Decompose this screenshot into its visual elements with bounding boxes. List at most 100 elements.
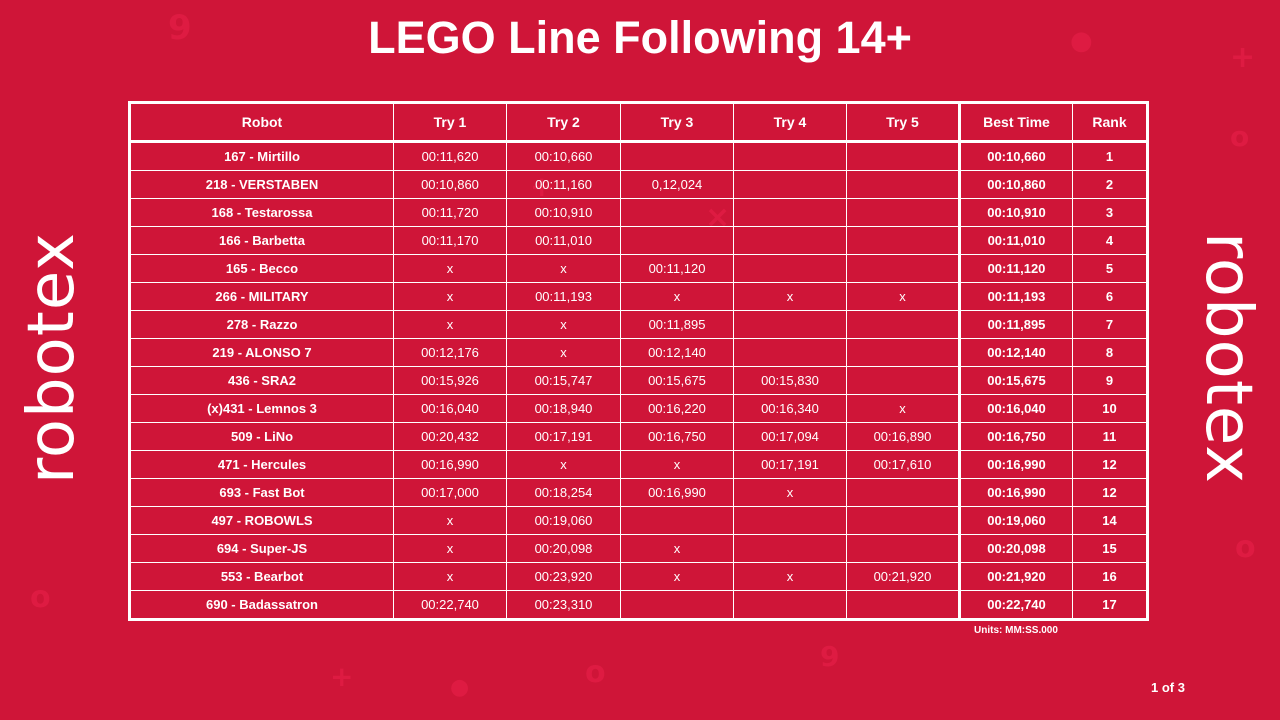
try-2-cell: 00:18,940 [506, 394, 621, 423]
try-4-cell [733, 534, 847, 563]
try-2-cell: 00:11,160 [506, 170, 621, 199]
try-4-cell [733, 338, 847, 367]
table-row: 168 - Testarossa 00:11,720 00:10,910 00:10,… [129, 198, 1148, 227]
try-1-cell: 00:11,620 [393, 141, 507, 171]
try-3-cell: 0,12,024 [620, 170, 734, 199]
rank-cell: 9 [1072, 366, 1148, 395]
best-time-cell: 00:11,895 [958, 310, 1073, 339]
robot-name-cell: 471 - Hercules [129, 450, 394, 479]
column-header-rank: Rank [1072, 102, 1148, 143]
try-5-cell [846, 366, 960, 395]
try-1-cell: x [393, 282, 507, 311]
robot-name-cell: 266 - MILITARY [129, 282, 394, 311]
best-time-cell: 00:16,990 [958, 450, 1073, 479]
robot-name-cell: 693 - Fast Bot [129, 478, 394, 507]
background-pattern-glyph: o [30, 580, 51, 615]
best-time-cell: 00:15,675 [958, 366, 1073, 395]
try-4-cell: 00:17,191 [733, 450, 847, 479]
try-5-cell [846, 310, 960, 339]
try-4-cell: x [733, 562, 847, 591]
try-3-cell: x [620, 450, 734, 479]
try-2-cell: 00:23,310 [506, 590, 621, 620]
try-1-cell: 00:16,040 [393, 394, 507, 423]
try-4-cell [733, 198, 847, 227]
try-2-cell: 00:10,660 [506, 141, 621, 171]
try-3-cell: x [620, 534, 734, 563]
best-time-cell: 00:11,010 [958, 226, 1073, 255]
try-3-cell: 00:11,120 [620, 254, 734, 283]
rank-cell: 14 [1072, 506, 1148, 535]
try-1-cell: x [393, 534, 507, 563]
try-1-cell: x [393, 562, 507, 591]
robot-name-cell: 497 - ROBOWLS [129, 506, 394, 535]
try-4-cell [733, 310, 847, 339]
try-5-cell: 00:16,890 [846, 422, 960, 451]
best-time-cell: 00:16,040 [958, 394, 1073, 423]
background-pattern-glyph: ● [450, 675, 470, 700]
try-5-cell [846, 506, 960, 535]
try-4-cell: x [733, 478, 847, 507]
try-3-cell: x [620, 562, 734, 591]
try-4-cell [733, 506, 847, 535]
column-header-try-1: Try 1 [393, 102, 507, 143]
rank-cell: 2 [1072, 170, 1148, 199]
try-1-cell: 00:20,432 [393, 422, 507, 451]
try-4-cell [733, 226, 847, 255]
background-pattern-glyph: 9 [820, 640, 840, 673]
rank-cell: 17 [1072, 590, 1148, 620]
try-1-cell: x [393, 506, 507, 535]
try-4-cell: 00:17,094 [733, 422, 847, 451]
background-pattern-glyph: o [585, 655, 606, 690]
try-2-cell: 00:15,747 [506, 366, 621, 395]
robot-name-cell: 167 - Mirtillo [129, 141, 394, 171]
try-1-cell: 00:16,990 [393, 450, 507, 479]
try-4-cell [733, 141, 847, 171]
try-5-cell [846, 198, 960, 227]
table-row: (x)431 - Lemnos 3 00:16,040 00:18,940 00:16… [129, 394, 1148, 423]
table-row: 693 - Fast Bot 00:17,000 00:18,254 00:16,99… [129, 478, 1148, 507]
try-2-cell: 00:11,010 [506, 226, 621, 255]
table-row: 694 - Super-JS x 00:20,098 x 00:20,098 15 [129, 534, 1148, 563]
try-3-cell: 00:16,750 [620, 422, 734, 451]
try-3-cell: 00:16,220 [620, 394, 734, 423]
table-row: 219 - ALONSO 7 00:12,176 x 00:12,140 00:12,1… [129, 338, 1148, 367]
try-1-cell: x [393, 310, 507, 339]
rank-cell: 5 [1072, 254, 1148, 283]
try-5-cell [846, 141, 960, 171]
background-pattern-glyph: o [1235, 530, 1256, 565]
try-1-cell: 00:17,000 [393, 478, 507, 507]
try-5-cell [846, 170, 960, 199]
table-row: 218 - VERSTABEN 00:10,860 00:11,160 0,12,02… [129, 170, 1148, 199]
try-2-cell: 00:17,191 [506, 422, 621, 451]
rank-cell: 4 [1072, 226, 1148, 255]
try-2-cell: x [506, 310, 621, 339]
robot-name-cell: 509 - LiNo [129, 422, 394, 451]
robot-name-cell: 166 - Barbetta [129, 226, 394, 255]
rank-cell: 16 [1072, 562, 1148, 591]
table-row: 553 - Bearbot x 00:23,920 x x 00:21,920 00:21,… [129, 562, 1148, 591]
try-5-cell [846, 478, 960, 507]
rank-cell: 15 [1072, 534, 1148, 563]
try-1-cell: 00:10,860 [393, 170, 507, 199]
try-3-cell [620, 506, 734, 535]
try-1-cell: 00:11,720 [393, 198, 507, 227]
units-note: Units: MM:SS.000 [974, 625, 1058, 636]
try-5-cell [846, 590, 960, 620]
robotex-logo: robotex [15, 231, 89, 485]
table-row: 166 - Barbetta 00:11,170 00:11,010 00:11,01… [129, 226, 1148, 255]
try-4-cell [733, 254, 847, 283]
background-pattern-glyph: + [330, 660, 354, 693]
try-2-cell: 00:20,098 [506, 534, 621, 563]
try-5-cell [846, 254, 960, 283]
table-header-row: Robot Try 1 Try 2 Try 3 Try 4 Try 5 Best… [129, 102, 1148, 143]
best-time-cell: 00:20,098 [958, 534, 1073, 563]
try-2-cell: 00:19,060 [506, 506, 621, 535]
background-pattern-glyph: o [1230, 120, 1250, 153]
robot-name-cell: 218 - VERSTABEN [129, 170, 394, 199]
try-1-cell: 00:11,170 [393, 226, 507, 255]
table-row: 436 - SRA2 00:15,926 00:15,747 00:15,675 00:… [129, 366, 1148, 395]
robotex-logo: robotex [1191, 231, 1265, 485]
try-2-cell: 00:10,910 [506, 198, 621, 227]
robot-name-cell: 219 - ALONSO 7 [129, 338, 394, 367]
try-1-cell: 00:12,176 [393, 338, 507, 367]
